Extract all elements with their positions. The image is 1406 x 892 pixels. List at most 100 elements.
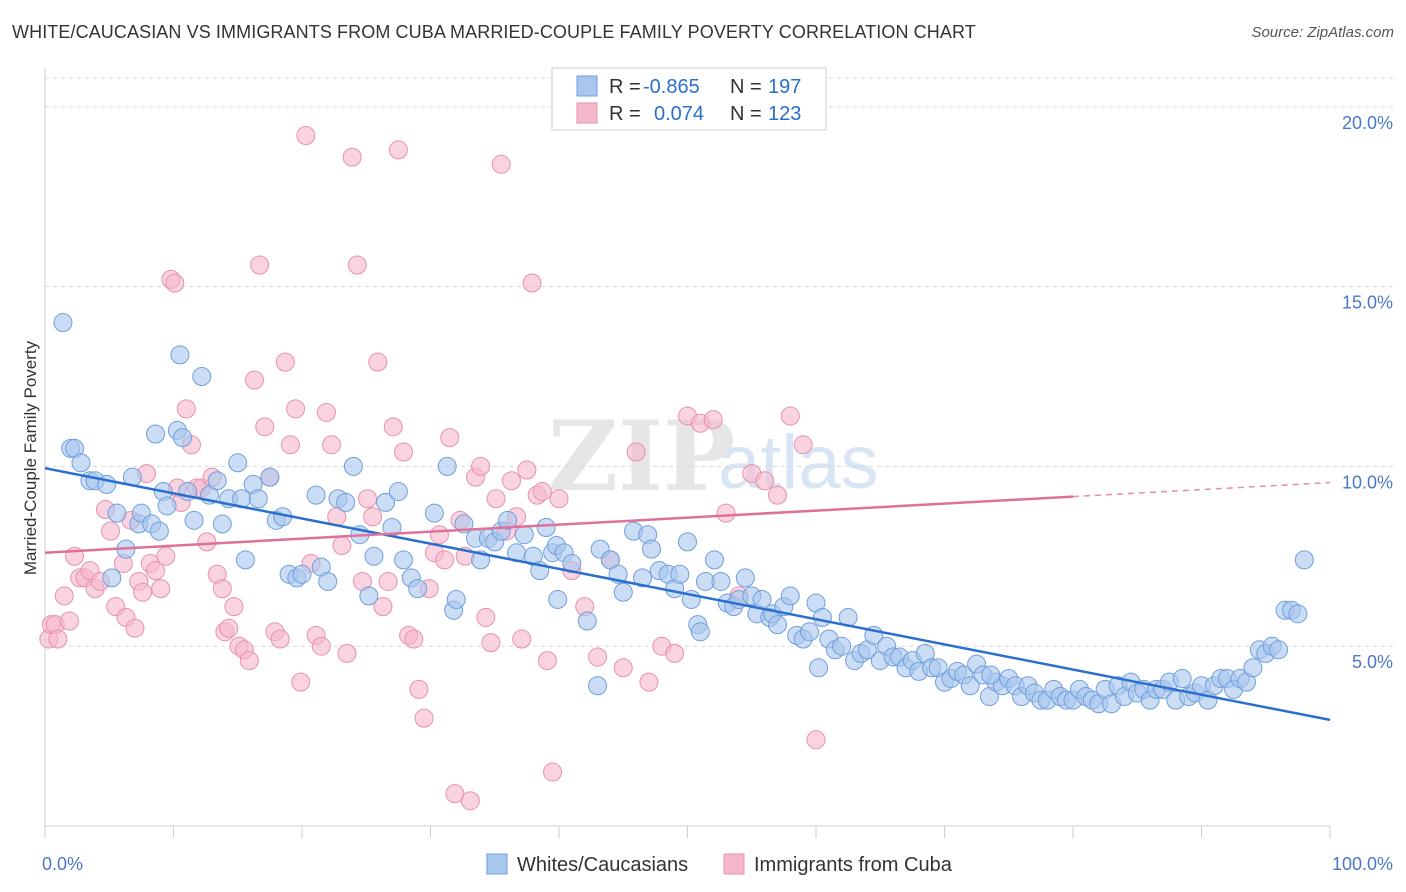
legend-n-label-blue: N = [730,76,762,98]
data-point [280,435,300,455]
data-point [318,571,338,591]
legend-r-label-blue: R = [609,76,641,98]
legend-box [551,67,827,131]
data-point [711,571,731,591]
data-point [588,647,608,667]
data-point [460,791,480,811]
legend-n-value-blue: 197 [768,76,801,98]
data-point [960,676,980,696]
data-point [337,643,357,663]
legend-swatch-pink [576,102,598,124]
data-point [414,708,434,728]
data-point [424,503,444,523]
data-point [71,453,91,473]
chart-title: WHITE/CAUCASIAN VS IMMIGRANTS FROM CUBA … [12,22,976,42]
legend-r-label-pink: R = [609,103,641,125]
data-point [517,460,537,480]
data-point [549,489,569,509]
data-point [383,417,403,437]
data-point [235,550,255,570]
tick-labels: 5.0% 10.0% 15.0% 20.0% 0.0% 100.0% [42,113,1393,874]
data-point [239,651,259,671]
data-point [440,428,460,448]
data-point [101,521,121,541]
data-point [260,467,280,487]
data-point [368,352,388,372]
data-point [270,629,290,649]
data-point [364,546,384,566]
legend-bottom-swatch-pink [723,853,745,875]
data-point [501,471,521,491]
data-point [376,492,396,512]
data-point [514,525,534,545]
data-point [1172,669,1192,689]
data-point [378,571,398,591]
data-point [286,399,306,419]
legend-bottom-swatch-blue [486,853,508,875]
data-point [981,665,1001,685]
data-point [476,607,496,627]
trend-line-blue [44,466,1331,722]
data-point [812,607,832,627]
data-point [291,672,311,692]
data-point [498,510,518,530]
data-point [767,485,787,505]
data-point [250,255,270,275]
data-point [548,589,568,609]
data-point [388,140,408,160]
y-tick-label: 15.0% [1342,293,1393,313]
legend-swatch-blue [576,75,598,97]
data-point [543,762,563,782]
data-point [388,482,408,502]
x-tick-label: 0.0% [42,854,83,874]
data-point [512,629,532,649]
data-point [404,629,424,649]
data-point [435,550,455,570]
axes [44,68,1331,838]
data-point [613,658,633,678]
data-point [735,568,755,588]
data-point [156,546,176,566]
data-point [197,532,217,552]
data-point [48,629,68,649]
data-point [446,589,466,609]
data-point [832,636,852,656]
data-point [613,582,633,602]
data-point [248,489,268,509]
data-point [1269,640,1289,660]
data-point [125,618,145,638]
data-point [445,784,465,804]
data-point [343,456,363,476]
data-point [275,352,295,372]
data-point [224,597,244,617]
data-point [358,489,378,509]
data-point [532,482,552,502]
data-point [394,550,414,570]
data-point [244,370,264,390]
data-point [471,456,491,476]
trend-line-pink [44,495,1074,554]
data-point [102,568,122,588]
data-point [311,636,331,656]
data-point [54,586,74,606]
data-point [172,428,192,448]
data-point [1294,550,1314,570]
data-point [347,255,367,275]
data-point [809,658,829,678]
data-point [1288,604,1308,624]
data-point [670,564,690,584]
data-point [107,503,127,523]
y-axis-label: Married-Couple Family Poverty [21,340,40,575]
y-tick-label: 5.0% [1352,652,1393,672]
data-point [481,633,501,653]
data-point [165,273,185,293]
legend-r-value-blue: -0.865 [643,76,700,98]
legend-stats: R = -0.865 N = 197 R = 0.074 N = 123 [551,67,827,131]
data-point [429,525,449,545]
data-point [639,672,659,692]
data-point [342,147,362,167]
data-point [1243,658,1263,678]
data-point [53,313,73,333]
data-point [716,503,736,523]
